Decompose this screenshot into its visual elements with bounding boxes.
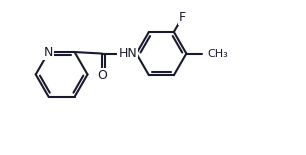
Text: N: N bbox=[44, 46, 53, 59]
Text: O: O bbox=[97, 69, 107, 82]
Text: CH₃: CH₃ bbox=[208, 49, 228, 59]
Text: HN: HN bbox=[118, 47, 137, 60]
Text: F: F bbox=[179, 11, 186, 24]
